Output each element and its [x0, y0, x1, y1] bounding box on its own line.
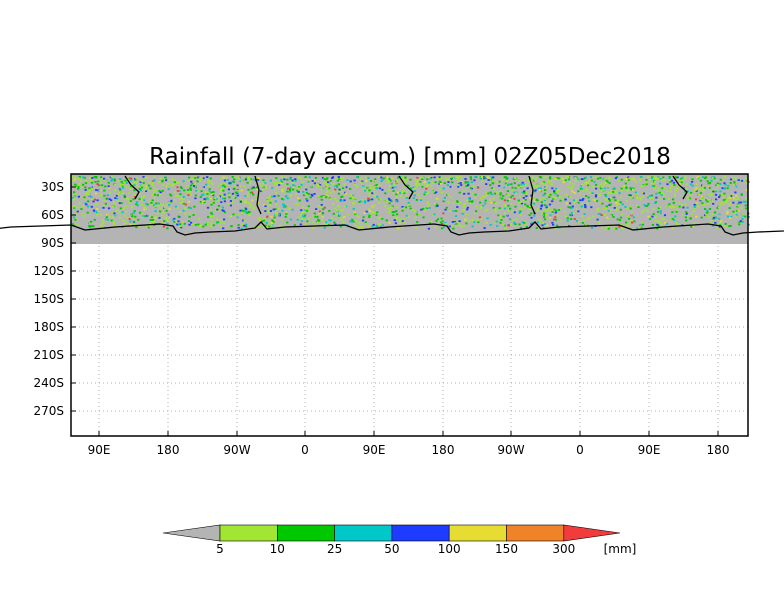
x-axis-ticks: 90E 180 90W 0 90E 180 90W 0 90E 180 — [88, 431, 730, 457]
colorbar-label: 10 — [270, 542, 285, 556]
x-tick-label: 90E — [363, 443, 386, 457]
colorbar-label: 150 — [495, 542, 518, 556]
y-tick-label: 240S — [33, 376, 64, 390]
y-tick-label: 210S — [33, 348, 64, 362]
colorbar-segment — [276, 524, 335, 542]
map-panel: 30S 60S 90S 120S 150S 180S 210S 240S 270S 90E 180… — [0, 173, 784, 457]
colorbar-unit: [mm] — [604, 542, 637, 556]
colorbar-segment — [506, 524, 565, 542]
x-tick-label: 0 — [576, 443, 584, 457]
colorbar: 5 10 25 50 100 150 300 [mm] — [162, 524, 637, 556]
colorbar-label: 5 — [216, 542, 224, 556]
colorbar-low-arrow — [162, 524, 221, 542]
map-title: Rainfall (7-day accum.) [mm] 02Z05Dec201… — [149, 144, 671, 170]
y-tick-label: 180S — [33, 320, 64, 334]
x-tick-label: 90W — [497, 443, 524, 457]
x-tick-label: 90W — [223, 443, 250, 457]
y-tick-label: 90S — [41, 236, 64, 250]
y-tick-label: 60S — [41, 208, 64, 222]
colorbar-segment — [334, 524, 393, 542]
colorbar-segment — [448, 524, 507, 542]
x-tick-label: 90E — [638, 443, 661, 457]
colorbar-high-arrow — [563, 524, 621, 542]
map-frame — [70, 173, 749, 437]
rainfall-field — [71, 176, 750, 230]
y-tick-label: 30S — [41, 180, 64, 194]
x-tick-label: 0 — [301, 443, 309, 457]
colorbar-label: 25 — [327, 542, 342, 556]
colorbar-segment — [219, 524, 278, 542]
x-tick-label: 90E — [88, 443, 111, 457]
antarctic-coastline — [0, 175, 784, 236]
grid-lines — [71, 174, 748, 436]
x-tick-label: 180 — [432, 443, 455, 457]
colorbar-segments — [162, 524, 621, 542]
y-tick-label: 120S — [33, 264, 64, 278]
colorbar-segment — [391, 524, 450, 542]
colorbar-label: 300 — [552, 542, 575, 556]
colorbar-label: 50 — [384, 542, 399, 556]
colorbar-label: 100 — [438, 542, 461, 556]
x-tick-label: 180 — [707, 443, 730, 457]
x-tick-label: 180 — [157, 443, 180, 457]
y-tick-label: 270S — [33, 404, 64, 418]
y-tick-label: 150S — [33, 292, 64, 306]
y-axis-ticks: 30S 60S 90S 120S 150S 180S 210S 240S 270S — [33, 180, 76, 418]
colorbar-labels: 5 10 25 50 100 150 300 — [216, 542, 575, 556]
